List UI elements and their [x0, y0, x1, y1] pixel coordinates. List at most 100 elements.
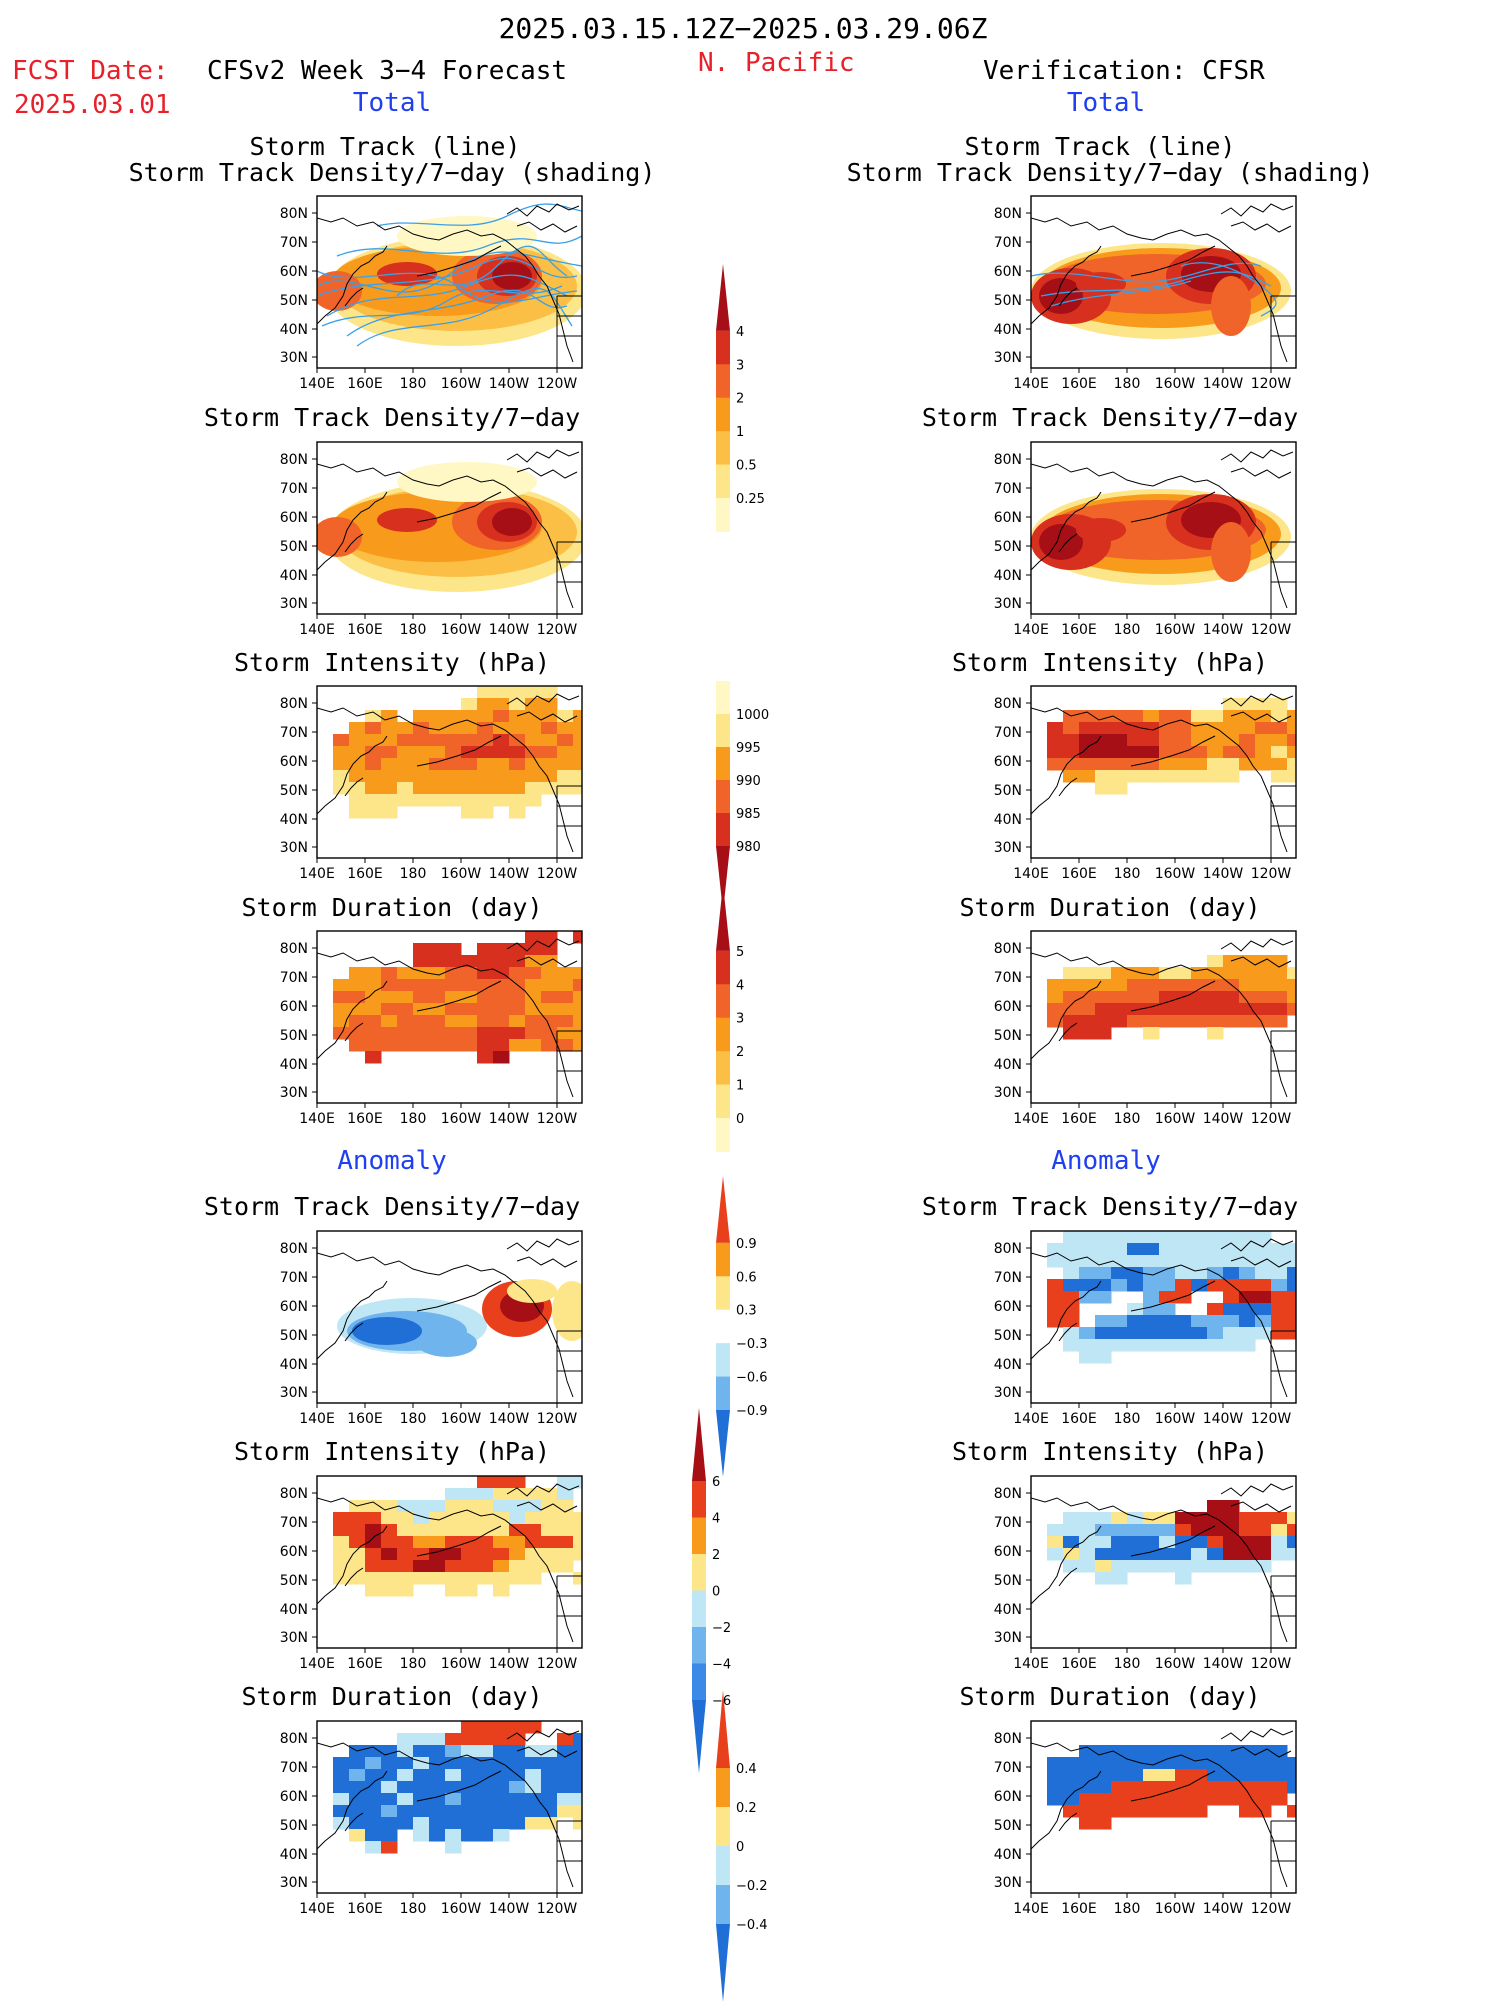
shade-cell: [477, 1548, 494, 1561]
shade-cell: [1111, 722, 1128, 735]
shade-cell: [525, 722, 542, 735]
lat-label: 40N: [994, 1602, 1022, 1618]
shade-cell: [365, 1781, 382, 1794]
shade-cell: [1111, 1243, 1128, 1256]
shade-cell: [621, 1769, 638, 1782]
colorbar-label: 3: [736, 1012, 744, 1027]
lat-label: 70N: [280, 725, 308, 741]
shade-cell: [557, 1548, 574, 1561]
shade-cell: [381, 710, 398, 723]
shade-cell: [461, 1829, 478, 1842]
shade-cell: [413, 710, 430, 723]
shade-cell: [1159, 734, 1176, 747]
shade-cell: [589, 979, 606, 992]
shade-cell: [493, 943, 510, 956]
shade-cell: [1255, 1279, 1272, 1292]
shade-cell: [493, 698, 510, 711]
lon-label: 160E: [347, 866, 383, 882]
shade-cell: [1063, 967, 1080, 980]
shade-cell: [1095, 1243, 1112, 1256]
shade-cell: [1255, 1231, 1272, 1244]
lon-label: 180: [1114, 1901, 1141, 1917]
shade-cell: [1127, 1805, 1144, 1818]
shade-cell: [1319, 758, 1336, 771]
shade-cell: [1335, 746, 1352, 759]
shade-cell: [1303, 1255, 1320, 1268]
shade-cell: [1319, 722, 1336, 735]
shade-cell: [525, 782, 542, 795]
shade-cell: [557, 979, 574, 992]
lon-label: 120W: [1251, 1901, 1292, 1917]
colorbar-label: 0.2: [736, 1801, 757, 1816]
shade-cell: [493, 955, 510, 968]
shade-cell: [429, 1829, 446, 1842]
lon-label: 140W: [489, 622, 530, 638]
shade-cell: [605, 1500, 622, 1513]
shade-cell: [1191, 1279, 1208, 1292]
shade-cell: [589, 1027, 606, 1040]
shade-cell: [381, 794, 398, 807]
shade-cell: [1191, 1231, 1208, 1244]
shade-cell: [1159, 1745, 1176, 1758]
lon-label: 180: [400, 1901, 427, 1917]
shade-cell: [1239, 1303, 1256, 1316]
shade-cell: [349, 967, 366, 980]
lat-label: 60N: [994, 264, 1022, 280]
shade-cell: [1175, 1745, 1192, 1758]
shade-cell: [1239, 710, 1256, 723]
shade-cell: [605, 1781, 622, 1794]
shade-cell: [493, 1536, 510, 1549]
shade-cell: [509, 1476, 526, 1489]
shade-cell: [333, 1757, 350, 1770]
lon-label: 120W: [537, 1111, 578, 1127]
shade-cell: [477, 710, 494, 723]
shade-cell: [1335, 1243, 1352, 1256]
shade-cell: [621, 1757, 638, 1770]
shade-cell: [573, 1039, 582, 1052]
shade-cell: [381, 1841, 398, 1854]
shade-cell: [397, 1015, 414, 1028]
shade-cell: [1303, 1793, 1320, 1806]
panel-title-density-anom-right: Storm Track Density/7−day: [921, 1192, 1299, 1221]
lat-label: 40N: [280, 812, 308, 828]
shade-cell: [557, 758, 574, 771]
lon-label: 140E: [299, 866, 335, 882]
lon-label: 180: [1114, 1411, 1141, 1427]
shade-cell: [1271, 1003, 1288, 1016]
shade-cell: [445, 1733, 462, 1746]
shade-cell: [493, 758, 510, 771]
lon-label: 140E: [1013, 1656, 1049, 1672]
shade-cell: [493, 1500, 510, 1513]
shade-cell: [1319, 1255, 1336, 1268]
shade-cell: [1287, 1291, 1296, 1304]
map-intensity-forecast: 80N 70N 60N 50N 40N 30N 140E 160E 180 160W 140W 120…: [262, 685, 607, 902]
shade-cell: [1191, 746, 1208, 759]
shade-cell: [589, 967, 606, 980]
shade-cell: [557, 1733, 574, 1746]
lat-label: 40N: [280, 1357, 308, 1373]
shade-cell: [1303, 967, 1320, 980]
shade-cell: [1255, 1793, 1272, 1806]
shade-cell: [589, 794, 606, 807]
shade-cell: [1319, 1560, 1336, 1573]
lat-label: 70N: [280, 1515, 308, 1531]
shade-cell: [1271, 1303, 1288, 1316]
lat-label: 50N: [280, 1328, 308, 1344]
shade-cell: [525, 758, 542, 771]
shade-cell: [605, 698, 622, 711]
shade-cell: [461, 1524, 478, 1537]
shade-cell: [413, 1817, 430, 1830]
shade-cell: [525, 1512, 542, 1525]
shade-cell: [1095, 1524, 1112, 1537]
shade-cell: [381, 1003, 398, 1016]
shade-cell: [1079, 734, 1096, 747]
shade-cell: [365, 758, 382, 771]
map-intensity-anom-forecast-map: 80N 70N 60N 50N 40N 30N 140E 160E 180 160W 140W 120…: [280, 1475, 583, 1672]
shade-cell: [1111, 710, 1128, 723]
shade-cell: [605, 722, 622, 735]
shade-cell: [381, 1500, 398, 1513]
lon-label: 140E: [299, 376, 335, 392]
shade-cell: [493, 1829, 510, 1842]
shade-cell: [1191, 1327, 1208, 1340]
shade-cell: [525, 1536, 542, 1549]
